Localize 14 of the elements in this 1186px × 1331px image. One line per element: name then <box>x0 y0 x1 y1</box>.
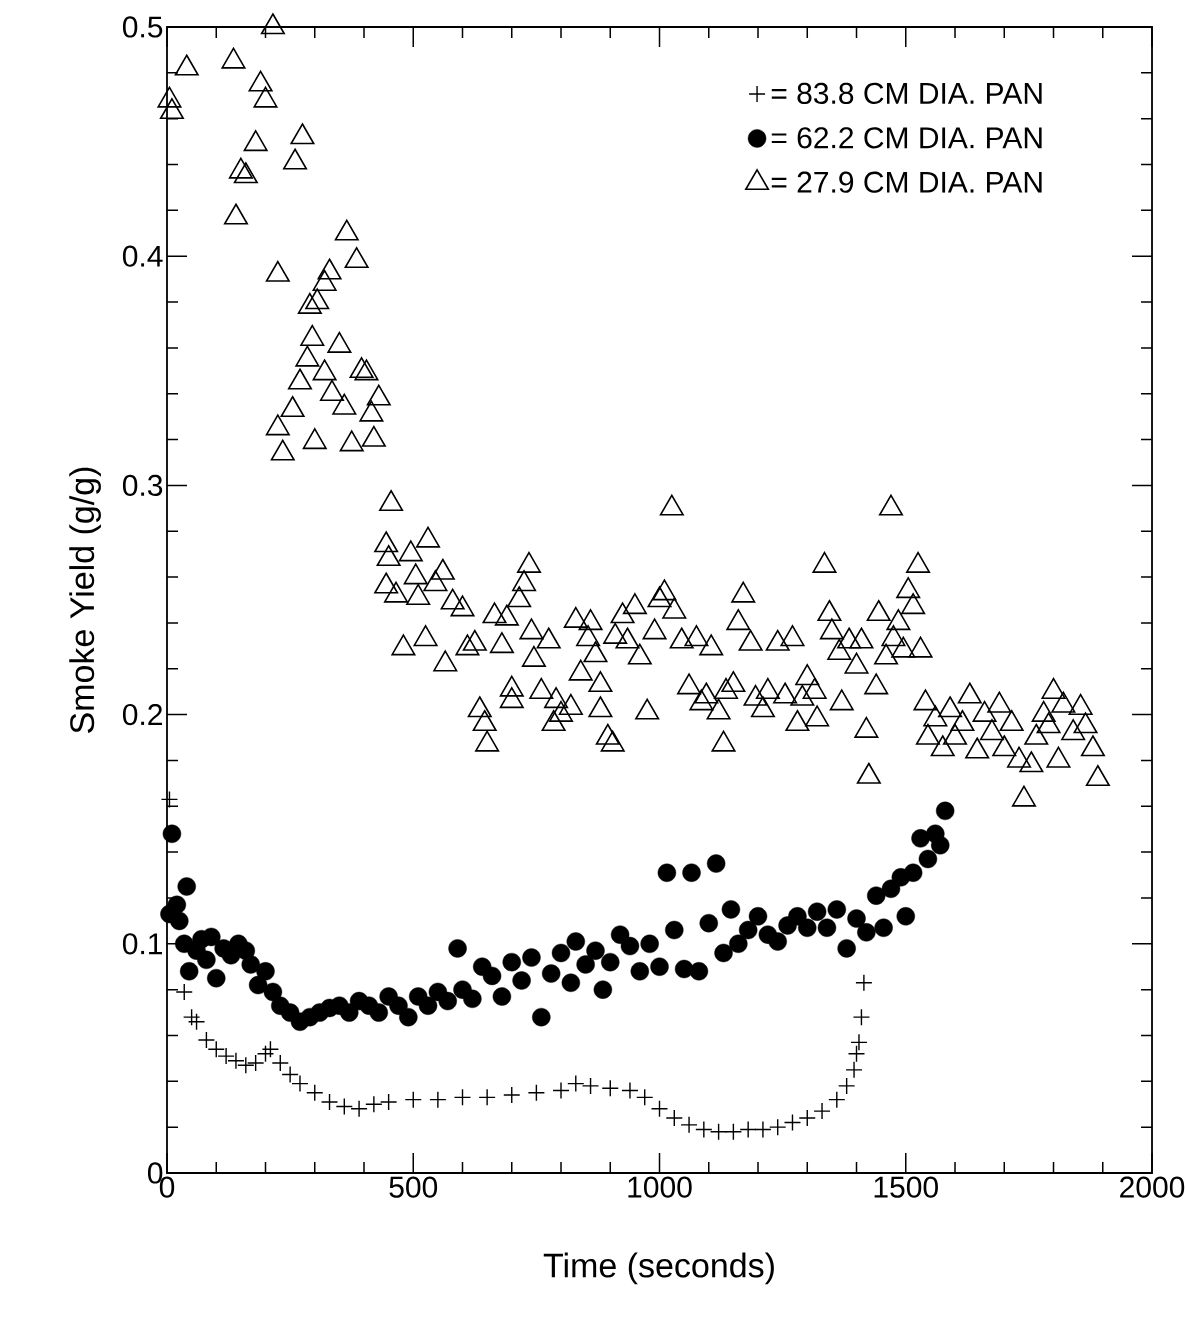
x-tick-label: 500 <box>389 1176 438 1198</box>
legend-label: = 83.8 CM DIA. PAN <box>771 82 1042 104</box>
x-tick-label: 2000 <box>1120 1176 1185 1198</box>
x-tick-label: 1500 <box>874 1176 938 1198</box>
y-axis-title: Smoke Yield (g/g) <box>69 467 101 733</box>
y-tick-label: 0.4 <box>122 245 163 267</box>
y-tick-label: 0.1 <box>122 933 163 955</box>
x-axis-title: Time (seconds) <box>543 1252 774 1285</box>
y-tick-label: 0.2 <box>122 703 162 726</box>
y-tick-label: 0.3 <box>122 474 163 497</box>
legend-label: = 62.2 CM DIA. PAN <box>771 127 1042 149</box>
y-tick-label: 0.5 <box>122 16 163 38</box>
legend-label: = 27.9 CM DIA. PAN <box>771 171 1042 193</box>
x-tick-label: 1000 <box>628 1176 692 1198</box>
